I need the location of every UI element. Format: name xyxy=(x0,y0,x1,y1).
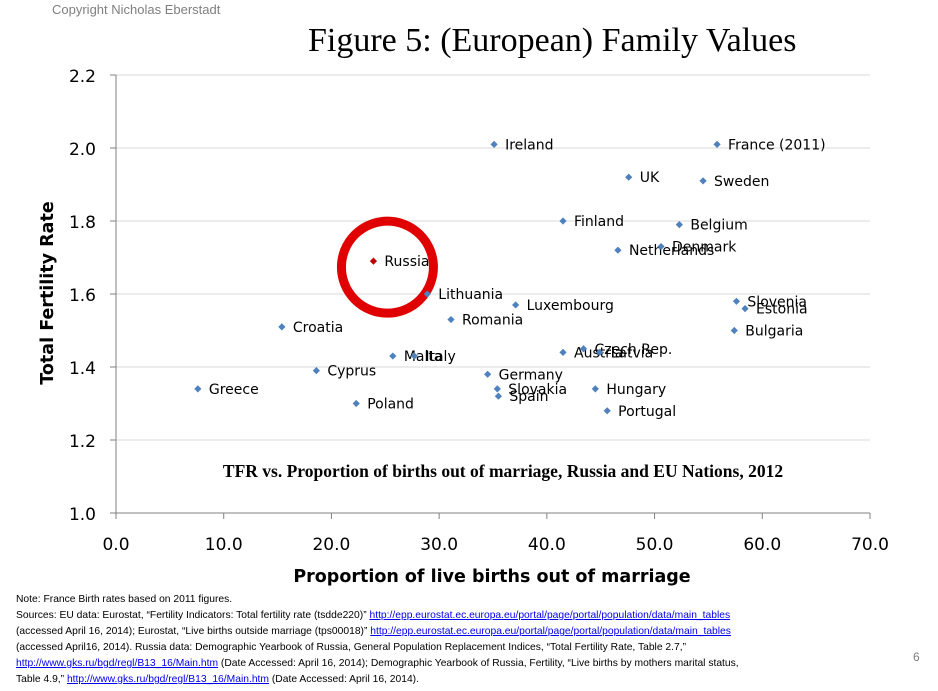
data-point xyxy=(730,326,738,335)
copyright-text: Copyright Nicholas Eberstadt xyxy=(52,2,221,17)
sources-text: Sources: EU data: Eurostat, “Fertility I… xyxy=(16,610,370,621)
data-point-label: Cyprus xyxy=(327,364,376,380)
sources-line-1: Sources: EU data: Eurostat, “Fertility I… xyxy=(16,608,896,624)
data-point-label: Luxembourg xyxy=(527,298,614,314)
data-point xyxy=(614,246,622,254)
data-point-label: Sweden xyxy=(714,174,769,190)
data-point xyxy=(596,348,604,356)
y-tick-label: 2.2 xyxy=(69,67,96,87)
data-point xyxy=(591,385,599,393)
data-point xyxy=(312,367,320,375)
sources-text: (Date Accessed: April 16, 2014). xyxy=(269,674,419,685)
axes: 1.0 1.2 1.4 1.6 1.8 2.0 2.2 0.0 10.0 20.0 30.0 40.0… xyxy=(69,67,889,555)
data-point xyxy=(603,407,611,415)
data-point-label: Germany xyxy=(499,367,563,383)
eurostat-link[interactable]: http://epp.eurostat.ec.europa.eu/portal/… xyxy=(369,610,731,621)
data-point xyxy=(423,290,431,298)
x-tick-label: 10.0 xyxy=(205,535,243,555)
data-point-label: Czech Rep. xyxy=(594,342,672,358)
data-point xyxy=(625,173,633,181)
highlight-ring xyxy=(336,216,438,318)
sources-line-2: (accessed April 16, 2014); Eurostat, “Li… xyxy=(16,624,896,640)
data-point-label: Denmark xyxy=(672,240,737,256)
data-point xyxy=(484,370,492,378)
data-point-label: Poland xyxy=(367,397,414,413)
data-point-label: Portugal xyxy=(618,404,676,420)
x-tick-label: 60.0 xyxy=(743,535,781,555)
gks-link[interactable]: http://www.gks.ru/bgd/regl/B13_16/Main.h… xyxy=(66,674,269,685)
data-point xyxy=(493,385,501,393)
scatter-chart: 1.0 1.2 1.4 1.6 1.8 2.0 2.2 0.0 10.0 20.0 30.0 40.0… xyxy=(38,67,889,587)
data-point-label: Latvia xyxy=(611,345,654,361)
y-tick-label: 1.8 xyxy=(69,213,96,233)
data-point-label: Spain xyxy=(509,389,548,405)
x-axis-label: Proportion of live births out of marriag… xyxy=(293,567,690,587)
sources-line-5: Table 4.9,” http://www.gks.ru/bgd/regl/B… xyxy=(16,672,896,688)
eurostat-link[interactable]: http://epp.eurostat.ec.europa.eu/portal/… xyxy=(370,626,731,637)
data-point xyxy=(369,257,378,265)
data-point-label: Romania xyxy=(462,313,523,329)
data-point-label: Croatia xyxy=(293,320,343,336)
x-tick-label: 30.0 xyxy=(420,535,458,555)
data-point xyxy=(447,315,455,324)
data-point xyxy=(278,323,286,331)
data-point-label: Slovakia xyxy=(508,382,567,398)
data-point xyxy=(559,217,567,225)
data-point xyxy=(559,348,567,356)
y-tick-label: 1.6 xyxy=(69,286,96,306)
data-point xyxy=(657,242,665,251)
data-point-label: UK xyxy=(640,170,660,186)
data-point-label: Russia xyxy=(384,254,429,270)
sources-text: Table 4.9,” xyxy=(16,674,67,685)
data-point-label: Bulgaria xyxy=(745,324,803,340)
sources-text: (accessed April 16, 2014); Eurostat, “Li… xyxy=(16,626,371,637)
data-point-label: Netherlands xyxy=(629,243,714,259)
data-point xyxy=(410,352,418,360)
data-point xyxy=(699,177,707,185)
data-point xyxy=(675,221,683,229)
x-tick-label: 70.0 xyxy=(851,535,889,555)
data-point xyxy=(389,352,397,360)
data-point-label: Lithuania xyxy=(438,287,503,303)
data-point-label: Slovenia xyxy=(747,294,807,310)
y-tick-label: 1.2 xyxy=(69,432,96,452)
data-point xyxy=(194,385,202,393)
y-tick-label: 1.0 xyxy=(69,505,96,525)
data-point xyxy=(512,301,520,309)
note-line: Note: France Birth rates based on 2011 f… xyxy=(16,594,233,605)
y-axis-label: Total Fertility Rate xyxy=(38,201,58,385)
y-tick-label: 1.4 xyxy=(69,359,96,379)
data-point-label: Malta xyxy=(404,349,443,365)
data-point-label: Italy xyxy=(425,349,455,365)
page-number: 6 xyxy=(913,650,920,664)
data-point xyxy=(490,140,498,148)
x-tick-label: 50.0 xyxy=(636,535,674,555)
x-tick-label: 40.0 xyxy=(528,535,566,555)
x-tick-label: 20.0 xyxy=(312,535,350,555)
data-point xyxy=(732,297,741,305)
sources-line-4: http://www.gks.ru/bgd/regl/B13_16/Main.h… xyxy=(16,656,896,672)
gks-link[interactable]: http://www.gks.ru/bgd/regl/B13_16/Main.h… xyxy=(16,658,219,669)
chart-subtitle: TFR vs. Proportion of births out of marr… xyxy=(223,461,783,481)
data-point-label: Finland xyxy=(574,214,624,230)
data-points: Ireland France (2011) UK Sweden Finland Belgi… xyxy=(194,137,826,420)
y-tick-label: 2.0 xyxy=(69,140,96,160)
data-point-label: Greece xyxy=(209,382,259,398)
data-point xyxy=(494,392,502,400)
data-point-label: Belgium xyxy=(690,218,747,234)
x-tick-label: 0.0 xyxy=(102,535,129,555)
data-point xyxy=(579,345,588,353)
data-point-label: Hungary xyxy=(606,382,666,398)
data-point-label: Estonia xyxy=(756,302,808,318)
data-point xyxy=(741,305,749,313)
data-point xyxy=(713,140,721,148)
data-point-label: France (2011) xyxy=(728,137,826,153)
data-point xyxy=(352,399,360,408)
data-point-label: Ireland xyxy=(505,137,553,153)
sources-text: (Date Accessed: April 16, 2014); Demogra… xyxy=(218,658,739,669)
sources-line-3: (accessed April16, 2014). Russia data: D… xyxy=(16,642,687,653)
notes-block: Note: France Birth rates based on 2011 f… xyxy=(16,592,896,688)
chart-title: Figure 5: (European) Family Values xyxy=(308,22,797,59)
